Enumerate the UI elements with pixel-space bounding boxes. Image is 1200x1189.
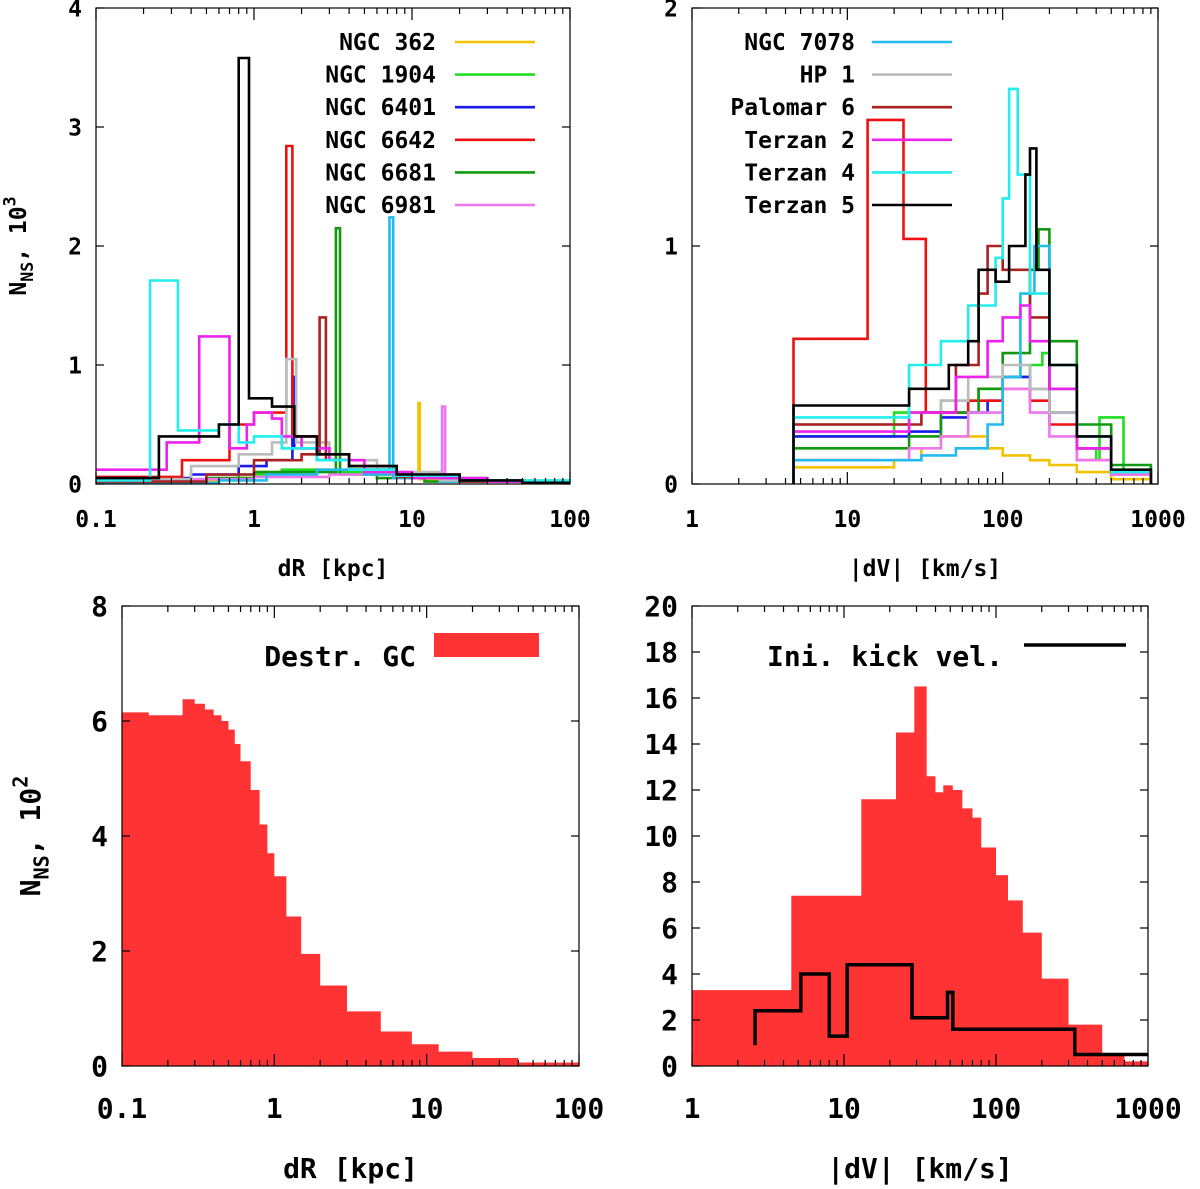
legend-label: Terzan 5 xyxy=(744,193,855,219)
y-axis-label: NNS, 102 xyxy=(8,776,53,897)
y-tick-label: 3 xyxy=(68,115,82,141)
series-terzan-5 xyxy=(792,147,1153,484)
y-tick-label: 14 xyxy=(644,728,678,761)
legend-label: Terzan 2 xyxy=(744,128,855,154)
y-tick-label: 1 xyxy=(68,353,82,379)
y-tick-label: 4 xyxy=(91,820,108,853)
x-tick-label: 0.1 xyxy=(75,507,117,533)
x-tick-label: 100 xyxy=(549,507,591,533)
y-tick-label: 1 xyxy=(664,234,678,260)
plot-area xyxy=(122,699,579,1066)
plot-area xyxy=(792,87,1153,484)
y-tick-label: 16 xyxy=(644,682,678,715)
y-tick-label: 18 xyxy=(644,636,678,669)
x-tick-label: 1 xyxy=(685,507,699,533)
legend-label: NGC 6681 xyxy=(325,160,436,186)
y-tick-label: 10 xyxy=(644,820,678,853)
legend-label: NGC 7078 xyxy=(744,30,855,56)
panel-bottom-left: 0 2 4 6 8 0.1 1 10 100 dR [kpc] NNS, 102 Destr. GC xyxy=(8,590,604,1185)
x-tick-label: 100 xyxy=(554,1092,605,1125)
legend-label: Ini. kick vel. xyxy=(767,640,1003,673)
x-tick-label: 100 xyxy=(971,1092,1022,1125)
x-axis-label: |dV| [km/s] xyxy=(849,556,1001,582)
panel-bottom-right: 0 2 4 6 8 10 12 14 16 18 20 1 10 100 1000 |dV| [km/s] In… xyxy=(644,590,1181,1185)
y-tick-label: 8 xyxy=(661,866,678,899)
series-ngc-6681 xyxy=(792,228,1153,484)
x-tick-label: 1 xyxy=(684,1092,701,1125)
series-terzan-2 xyxy=(96,335,570,484)
series-terzan-2 xyxy=(792,304,1153,484)
series-hp-1 xyxy=(96,357,570,484)
legend: Ini. kick vel. xyxy=(767,640,1126,673)
x-tick-label: 1 xyxy=(247,507,261,533)
x-tick-label: 0.1 xyxy=(97,1092,148,1125)
legend-label: NGC 6401 xyxy=(325,95,436,121)
legend-swatch xyxy=(434,633,539,657)
series-terzan-5 xyxy=(96,56,570,484)
y-tick-label: 0 xyxy=(68,472,82,498)
y-tick-label: 0 xyxy=(661,1050,678,1083)
y-tick-label: 8 xyxy=(91,590,108,623)
legend-label: Palomar 6 xyxy=(730,95,855,121)
x-tick-label: 1000 xyxy=(1130,507,1185,533)
y-tick-label: 2 xyxy=(661,1004,678,1037)
legend-label: NGC 6981 xyxy=(325,193,436,219)
x-tick-label: 1 xyxy=(266,1092,283,1125)
x-tick-label: 1000 xyxy=(1114,1092,1181,1125)
legend-label: NGC 1904 xyxy=(325,63,436,89)
x-tick-label: 10 xyxy=(410,1092,444,1125)
plot-area xyxy=(692,686,1148,1066)
legend-label: NGC 6642 xyxy=(325,128,436,154)
x-axis-label: dR [kpc] xyxy=(278,556,389,582)
x-axis-label: dR [kpc] xyxy=(283,1152,418,1185)
x-tick-label: 10 xyxy=(827,1092,861,1125)
legend-label: Destr. GC xyxy=(264,640,416,673)
x-tick-label: 10 xyxy=(398,507,426,533)
area-fill xyxy=(692,686,1148,1066)
y-tick-label: 2 xyxy=(68,234,82,260)
y-tick-label: 4 xyxy=(661,958,678,991)
series-ini-kick-vel- xyxy=(753,963,1148,1057)
area-destr-gc xyxy=(122,699,579,1066)
y-tick-label: 0 xyxy=(664,472,678,498)
y-tick-label: 20 xyxy=(644,590,678,623)
y-tick-label: 4 xyxy=(68,0,82,22)
legend: NGC 362 NGC 1904 NGC 6401 NGC 6642 NGC 6681 N… xyxy=(325,30,535,219)
y-tick-label: 2 xyxy=(664,0,678,22)
legend: Destr. GC xyxy=(264,633,539,673)
y-tick-label: 12 xyxy=(644,774,678,807)
plot-area xyxy=(96,56,570,484)
legend: NGC 7078 HP 1 Palomar 6 Terzan 2 Terzan 4 Ter… xyxy=(730,30,952,219)
x-axis-label: |dV| [km/s] xyxy=(827,1152,1012,1185)
y-tick-label: 2 xyxy=(91,935,108,968)
legend-label: Terzan 4 xyxy=(744,160,855,186)
y-tick-label: 6 xyxy=(91,705,108,738)
x-tick-label: 10 xyxy=(833,507,861,533)
legend-label: HP 1 xyxy=(800,63,855,89)
y-tick-label: 0 xyxy=(91,1050,108,1083)
y-axis-label: NNS, 103 xyxy=(1,196,37,295)
legend-label: NGC 362 xyxy=(339,30,436,56)
y-tick-label: 6 xyxy=(661,912,678,945)
x-tick-label: 100 xyxy=(982,507,1024,533)
